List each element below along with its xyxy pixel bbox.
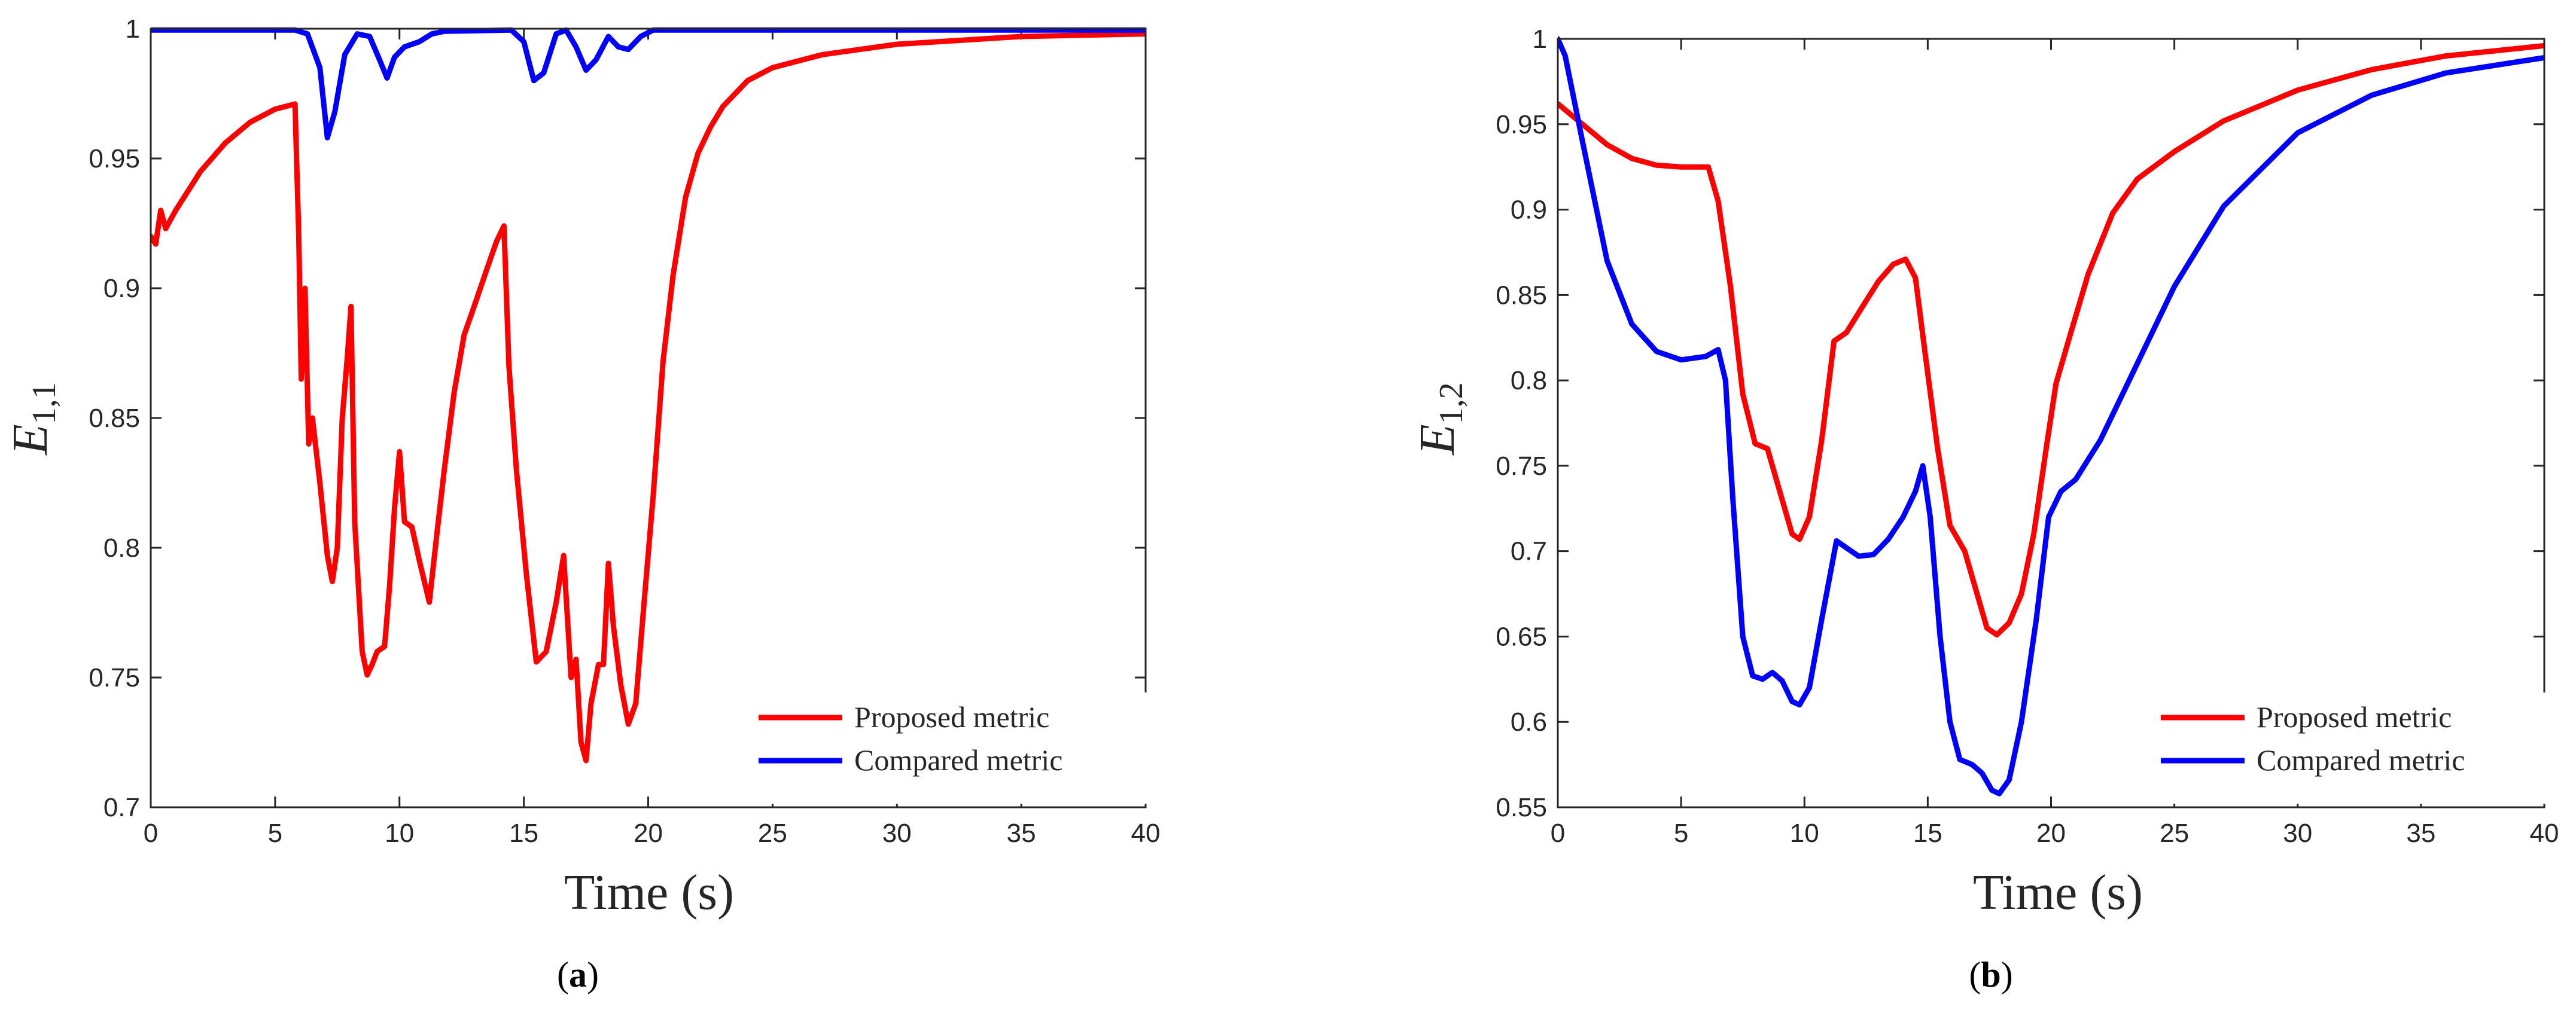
y-tick-label-b-1: 0.6 [1511, 707, 1547, 737]
y-tick-label-b-3: 0.7 [1511, 537, 1547, 566]
y-tick-labels-a: 0.7 0.75 0.8 0.85 0.9 0.95 1 [89, 14, 140, 822]
legend-label-a-compared: Compared metric [854, 743, 1063, 777]
panel-label-a-letter: a [569, 955, 587, 994]
y-axis-label-b: E1,2 [1409, 382, 1470, 455]
panel-label-a-close: ) [587, 955, 599, 994]
x-tick-label-b-0: 0 [1551, 819, 1565, 848]
panel-label-a: (a) [557, 955, 599, 994]
y-tick-label-a-6: 1 [126, 14, 140, 44]
x-tick-label-a-6: 30 [882, 819, 912, 848]
y-tick-label-b-9: 1 [1533, 25, 1547, 54]
chart-panel-b: 0 5 10 15 20 25 30 35 40 0.550.60.650.70.750.80.… [1409, 25, 2569, 994]
y-tick-label-a-1: 0.75 [89, 663, 140, 692]
x-tick-label-a-8: 40 [1131, 819, 1161, 848]
panel-label-b-open: ( [1969, 955, 1981, 994]
panel-label-b-close: ) [2001, 955, 2013, 994]
panel-label-b-letter: b [1981, 955, 2000, 994]
y-axis-label-a: E1,1 [2, 382, 63, 455]
x-tick-label-a-5: 25 [758, 819, 787, 848]
x-tick-label-b-1: 5 [1674, 819, 1688, 848]
axes-b [1557, 38, 2545, 808]
legend-label-b-proposed: Proposed metric [2257, 700, 2452, 734]
y-axis-label-a-sub: 1,1 [26, 382, 63, 424]
panel-label-a-open: ( [557, 955, 569, 994]
y-tick-label-b-0: 0.55 [1496, 793, 1547, 822]
y-tick-label-b-6: 0.85 [1496, 280, 1547, 310]
x-tick-label-a-1: 5 [268, 819, 282, 848]
y-tick-label-b-8: 0.95 [1496, 110, 1547, 139]
legend-label-a-proposed: Proposed metric [854, 700, 1049, 734]
plot-frame-a [150, 28, 1147, 808]
x-tick-label-a-7: 35 [1007, 819, 1036, 848]
y-tick-label-b-5: 0.8 [1511, 366, 1547, 395]
y-tick-label-a-2: 0.8 [103, 533, 140, 563]
series-line-a-proposed [151, 31, 1146, 764]
x-tick-label-b-4: 20 [2036, 819, 2066, 848]
y-tick-label-a-3: 0.85 [89, 404, 140, 433]
x-tick-labels-a: 0 5 10 15 20 25 30 35 40 [144, 819, 1161, 848]
y-tick-labels-b: 0.55 0.6 0.65 0.7 0.75 0.8 0.85 0.9 0.95 1 [1496, 25, 1547, 822]
x-tick-label-b-3: 15 [1913, 819, 1942, 848]
legend-b: Proposed metric Compared metric [2151, 692, 2569, 804]
y-axis-label-b-sub: 1,2 [1433, 382, 1470, 424]
series-layer-b [1558, 36, 2544, 797]
series-line-a-compared [151, 27, 1146, 141]
x-tick-label-b-7: 35 [2406, 819, 2435, 848]
x-tick-label-b-6: 30 [2283, 819, 2312, 848]
legend-box-b [2151, 692, 2569, 804]
x-axis-label-b: Time (s) [1973, 865, 2143, 920]
x-tick-label-a-4: 20 [634, 819, 663, 848]
x-tick-label-b-2: 10 [1790, 819, 1819, 848]
panel-label-b: (b) [1969, 955, 2012, 994]
y-axis-label-a-base: E [2, 424, 58, 455]
legend-box-a [747, 692, 1165, 804]
x-tick-labels-b: 0 5 10 15 20 25 30 35 40 [1551, 819, 2559, 848]
series-line-b-compared [1558, 36, 2544, 797]
plot-frame-b [1557, 38, 2545, 808]
y-tick-label-b-7: 0.9 [1511, 196, 1547, 225]
x-tick-label-a-3: 15 [509, 819, 538, 848]
y-tick-label-a-0: 0.7 [103, 793, 140, 822]
x-axis-label-a: Time (s) [564, 865, 734, 920]
x-tick-label-b-8: 40 [2530, 819, 2559, 848]
y-tick-label-b-4: 0.75 [1496, 451, 1547, 481]
legend-a: Proposed metric Compared metric [747, 692, 1165, 804]
x-tick-label-b-5: 25 [2160, 819, 2189, 848]
series-layer-a [151, 27, 1146, 764]
chart-panel-a: 0 5 10 15 20 25 30 35 40 0.70.750.80.850.90.951 … [2, 14, 1165, 994]
x-tick-label-a-2: 10 [385, 819, 414, 848]
y-tick-label-a-5: 0.95 [89, 144, 140, 173]
y-tick-label-b-2: 0.65 [1496, 622, 1547, 651]
legend-label-b-compared: Compared metric [2257, 743, 2465, 777]
x-tick-label-a-0: 0 [144, 819, 158, 848]
y-axis-label-b-base: E [1409, 424, 1465, 455]
y-tick-label-a-4: 0.9 [103, 274, 140, 303]
series-line-b-proposed [1558, 42, 2544, 638]
